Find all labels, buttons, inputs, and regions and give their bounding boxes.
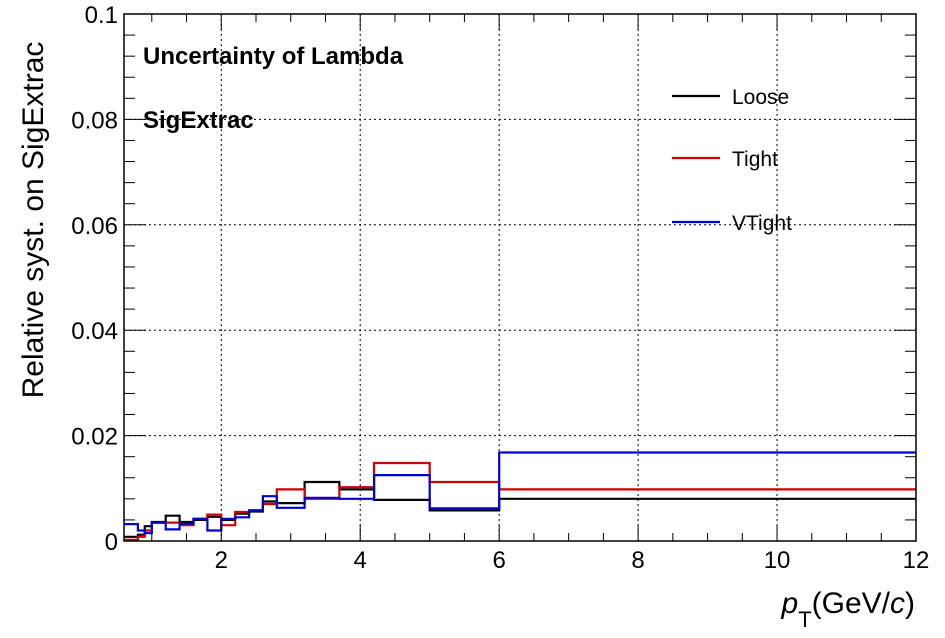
legend-label-loose: Loose	[732, 86, 789, 109]
x-tick-label: 2	[215, 547, 228, 574]
legend-label-tight: Tight	[732, 148, 778, 171]
series-line-vtight	[124, 451, 916, 535]
y-tick-label: 0.02	[71, 424, 118, 451]
grid-lines	[124, 14, 916, 541]
x-tick-label: 10	[764, 547, 791, 574]
plot-frame	[123, 13, 917, 542]
y-tick-label: 0.08	[71, 107, 118, 134]
x-tick-label: 4	[354, 547, 367, 574]
x-label-unit-italic: c	[890, 587, 905, 620]
legend: Loose Tight VTight	[672, 86, 792, 235]
legend-label-vtight: VTight	[732, 212, 792, 235]
x-label-sub: T	[798, 607, 811, 632]
y-tick-label: 0.1	[85, 2, 118, 29]
x-label-main: p	[781, 587, 799, 620]
series-line-tight	[124, 461, 916, 541]
x-tick-label: 8	[631, 547, 644, 574]
data-series	[124, 451, 916, 541]
y-axis-label: Relative syst. on SigExtrac	[17, 42, 50, 399]
x-axis-label: pT(GeV/c)	[781, 587, 916, 632]
x-label-unit-pre: (GeV/	[812, 587, 891, 620]
x-label-unit-post: )	[905, 587, 915, 620]
axis-ticks	[124, 13, 917, 542]
tick-labels: 2 4 6 8 10 12 0 0.02 0.04 0.06 0.08 0.1	[71, 2, 929, 574]
y-tick-label: 0	[105, 529, 118, 556]
x-tick-label: 12	[903, 547, 930, 574]
annotation-subtitle: SigExtrac	[143, 107, 254, 134]
y-tick-label: 0.04	[71, 318, 118, 345]
y-tick-label: 0.06	[71, 213, 118, 240]
x-tick-label: 6	[492, 547, 505, 574]
annotation-title: Uncertainty of Lambda	[143, 43, 404, 70]
